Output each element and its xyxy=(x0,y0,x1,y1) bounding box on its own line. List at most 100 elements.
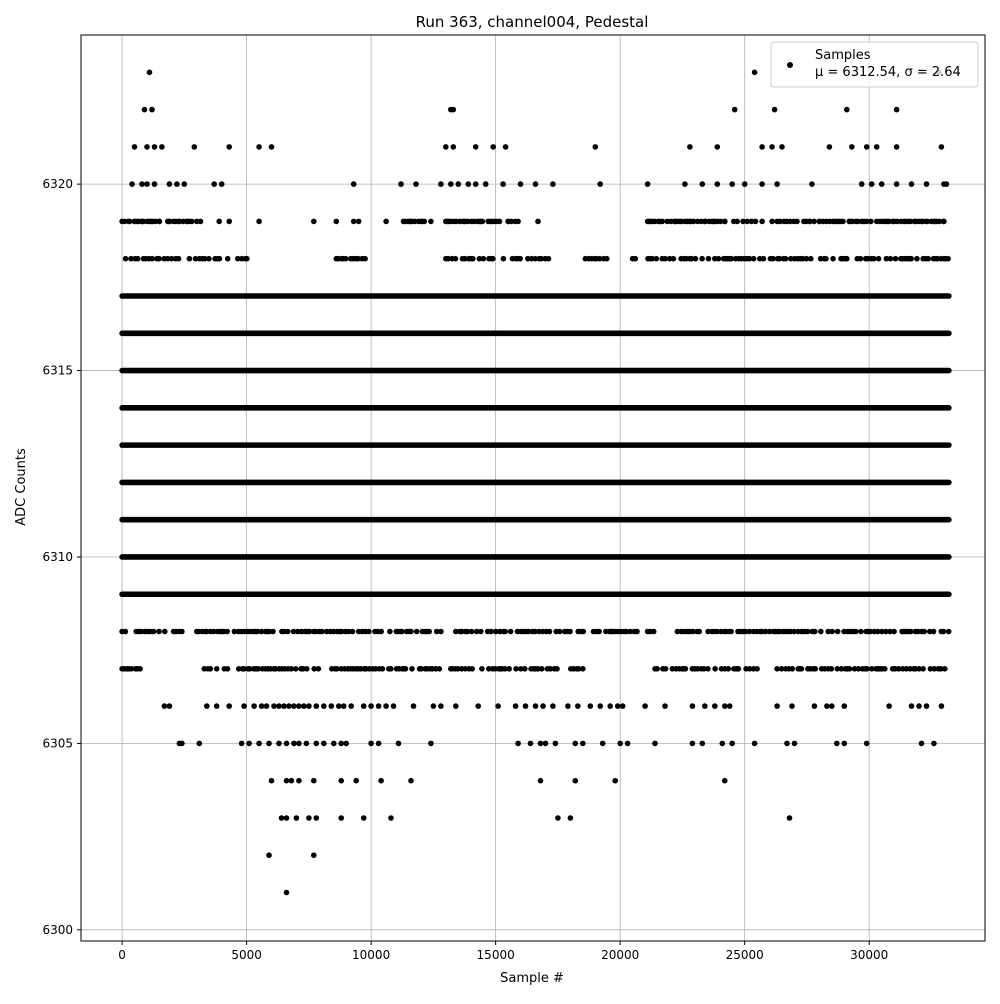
sample-point xyxy=(692,255,699,262)
sample-point xyxy=(830,255,836,262)
sample-point xyxy=(844,106,850,113)
sample-point xyxy=(311,777,317,784)
sample-point xyxy=(438,703,444,709)
x-tick-label: 0 xyxy=(118,948,126,962)
sample-point xyxy=(689,740,696,747)
sample-point xyxy=(722,777,728,784)
sample-point xyxy=(920,666,926,672)
sample-point xyxy=(224,666,231,672)
sample-point xyxy=(430,703,437,709)
sample-point xyxy=(895,666,902,672)
sample-point xyxy=(883,628,889,635)
sample-point xyxy=(340,703,347,709)
sample-point xyxy=(139,181,145,187)
sample-point xyxy=(495,703,501,709)
x-tick-label: 25000 xyxy=(726,948,764,962)
sample-point xyxy=(156,218,163,225)
sample-point xyxy=(211,181,217,187)
sample-point xyxy=(770,255,776,262)
sample-point xyxy=(334,666,340,672)
sample-point xyxy=(572,777,579,784)
sample-point xyxy=(535,218,541,225)
sample-point xyxy=(754,666,760,672)
chart-title: Run 363, channel004, Pedestal xyxy=(416,13,649,31)
sample-point xyxy=(936,218,942,225)
sample-point xyxy=(166,218,173,225)
sample-point xyxy=(463,218,469,225)
sample-point xyxy=(304,666,310,672)
sample-point xyxy=(784,740,790,747)
sample-point xyxy=(722,218,728,225)
sample-point xyxy=(426,628,433,635)
sample-point xyxy=(256,144,262,150)
sample-point xyxy=(211,628,217,635)
sample-point xyxy=(502,144,509,150)
sample-point xyxy=(443,144,449,150)
sample-point xyxy=(532,255,539,262)
sample-point xyxy=(515,218,521,225)
sample-point xyxy=(218,181,225,187)
sample-point xyxy=(670,255,677,262)
sample-point xyxy=(682,181,688,187)
sample-point xyxy=(207,666,214,672)
sample-point xyxy=(196,740,203,747)
sample-point xyxy=(803,255,810,262)
sample-point xyxy=(303,740,310,747)
sample-point xyxy=(241,703,247,709)
sample-point xyxy=(246,666,253,672)
sample-point xyxy=(537,740,544,747)
sample-point xyxy=(398,181,404,187)
sample-point xyxy=(634,628,640,635)
sample-point xyxy=(746,255,753,262)
sample-point xyxy=(644,181,651,187)
sample-point xyxy=(226,218,232,225)
sample-point xyxy=(893,106,900,113)
plot-area-frame xyxy=(80,34,986,942)
sample-point xyxy=(525,628,532,635)
sample-point xyxy=(728,255,734,262)
sample-point xyxy=(166,703,173,709)
sample-point xyxy=(387,628,393,635)
sample-point xyxy=(794,218,800,225)
sample-point xyxy=(360,815,367,821)
sample-point xyxy=(224,255,231,262)
sample-point xyxy=(916,703,922,709)
sample-point xyxy=(450,144,457,150)
sample-point xyxy=(868,181,875,187)
sample-point xyxy=(908,255,914,262)
legend-series-name: Samples xyxy=(815,48,871,63)
sample-point xyxy=(128,255,134,262)
sample-point xyxy=(306,703,312,709)
sample-point xyxy=(409,666,415,672)
sample-point xyxy=(893,181,900,187)
sample-point xyxy=(741,181,748,187)
sample-point xyxy=(500,181,506,187)
sample-point xyxy=(162,628,168,635)
sample-point xyxy=(774,181,780,187)
sample-point xyxy=(597,181,603,187)
sample-point xyxy=(607,703,613,709)
sample-point xyxy=(131,218,138,225)
sample-point xyxy=(575,666,582,672)
sample-point xyxy=(258,703,265,709)
sample-point xyxy=(296,777,302,784)
sample-point xyxy=(156,628,162,635)
sample-point xyxy=(861,218,867,225)
sample-point xyxy=(726,703,733,709)
sample-point xyxy=(226,703,232,709)
legend-box xyxy=(770,41,979,88)
sample-point xyxy=(719,740,726,747)
x-tick-label: 30000 xyxy=(850,948,888,962)
sample-point xyxy=(776,255,783,262)
sample-point xyxy=(809,181,815,187)
sample-point xyxy=(729,181,735,187)
sample-point xyxy=(614,703,621,709)
sample-point xyxy=(725,666,732,672)
sample-point xyxy=(751,740,758,747)
sample-point xyxy=(855,666,862,672)
sample-point xyxy=(383,218,389,225)
sample-point xyxy=(550,181,556,187)
sample-point xyxy=(696,628,702,635)
sample-point xyxy=(502,666,508,672)
sample-point xyxy=(408,628,414,635)
